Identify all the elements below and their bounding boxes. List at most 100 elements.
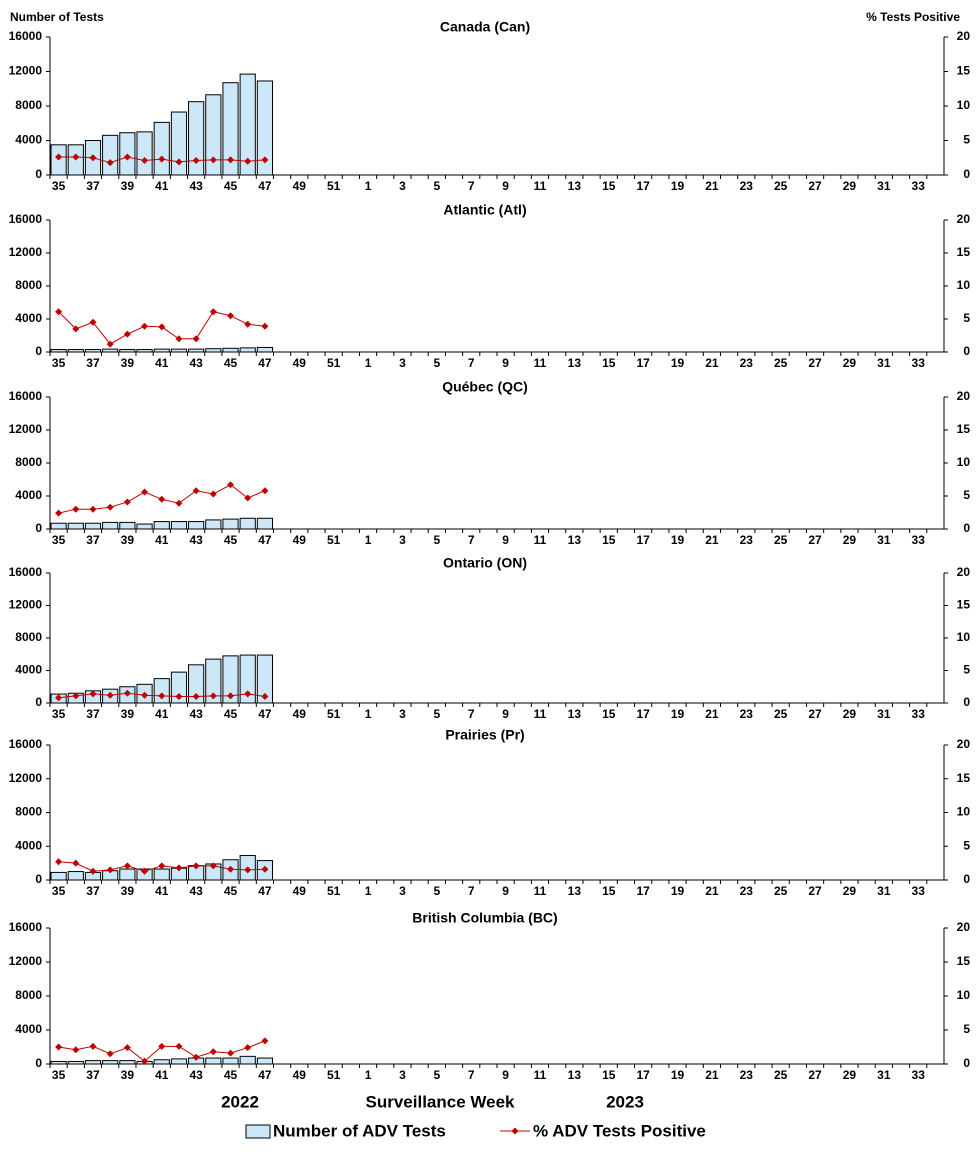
x-tick-label: 23	[740, 356, 754, 370]
x-tick-label: 29	[843, 1068, 857, 1082]
x-tick-label: 7	[468, 356, 475, 370]
x-tick-label: 43	[189, 884, 203, 898]
y-tick-label: 4000	[15, 663, 42, 677]
x-tick-label: 37	[86, 179, 100, 193]
x-tick-label: 19	[671, 1068, 685, 1082]
bar	[170, 521, 188, 530]
x-tick-label: 23	[740, 707, 754, 721]
bar	[239, 347, 256, 353]
point	[72, 325, 80, 333]
point	[209, 156, 217, 164]
x-tick-label: 3	[399, 884, 406, 898]
bar	[205, 519, 222, 530]
x-tick-label: 11	[534, 179, 547, 193]
point	[209, 1048, 217, 1056]
y2-tick-label: 15	[957, 954, 971, 968]
x-tick-label: 33	[912, 1068, 926, 1082]
bar	[50, 871, 67, 881]
y-tick-label: 4000	[15, 311, 42, 325]
x-tick-label: 15	[602, 179, 616, 193]
y-tick-label: 0	[35, 695, 42, 709]
x-tick-label: 13	[568, 884, 582, 898]
point	[175, 335, 183, 343]
x-tick-label: 7	[468, 179, 475, 193]
point	[72, 153, 80, 161]
y2-tick-label: 0	[963, 1056, 970, 1070]
point	[72, 505, 80, 513]
point	[158, 1042, 166, 1050]
bar	[50, 349, 67, 353]
point	[89, 690, 97, 698]
point	[261, 693, 269, 700]
x-tick-label: 13	[568, 1068, 582, 1082]
x-tick-label: 13	[568, 356, 582, 370]
x-tick-label: 31	[877, 1068, 891, 1082]
point	[106, 691, 114, 699]
x-tick-label: 1	[365, 179, 372, 193]
bar	[102, 521, 119, 530]
y2-tick-label: 0	[963, 695, 970, 709]
x-tick-label: 17	[636, 884, 650, 898]
x-tick-label: 29	[843, 356, 857, 370]
y2-tick-label: 15	[957, 245, 971, 259]
panel-title: Atlantic (Atl)	[443, 202, 526, 218]
x-tick-label: 49	[293, 533, 307, 547]
x-tick-label: 3	[399, 179, 406, 193]
year-label: 2022	[221, 1092, 259, 1111]
y2-tick-label: 10	[957, 988, 971, 1002]
bar	[136, 523, 153, 530]
x-tick-label: 23	[740, 1068, 754, 1082]
bar	[153, 348, 170, 353]
x-tick-label: 45	[224, 884, 238, 898]
x-tick-label: 21	[705, 179, 719, 193]
y-tick-label: 12000	[9, 771, 43, 785]
x-tick-label: 9	[502, 884, 509, 898]
y2-tick-label: 5	[963, 133, 970, 147]
bar	[170, 671, 188, 704]
x-tick-label: 35	[52, 707, 66, 721]
x-tick-label: 7	[468, 707, 475, 721]
y-tick-label: 4000	[15, 133, 42, 147]
point	[192, 157, 200, 165]
point	[106, 340, 114, 348]
x-tick-label: 5	[433, 179, 440, 193]
x-tick-label: 49	[293, 1068, 307, 1082]
point	[141, 157, 149, 165]
point	[141, 488, 149, 496]
panel-title: British Columbia (BC)	[412, 910, 557, 926]
x-tick-label: 27	[808, 884, 822, 898]
y-tick-label: 8000	[15, 630, 42, 644]
x-tick-label: 47	[258, 707, 272, 721]
x-tick-label: 11	[534, 356, 547, 370]
point	[244, 494, 252, 502]
point	[227, 865, 235, 873]
bar	[170, 1058, 188, 1065]
bar	[239, 1055, 256, 1065]
y-tick-label: 16000	[9, 212, 43, 226]
bar	[256, 80, 273, 176]
x-tick-label: 43	[189, 1068, 203, 1082]
point	[123, 498, 131, 506]
point	[158, 155, 166, 163]
x-tick-label: 29	[843, 533, 857, 547]
x-tick-label: 47	[258, 533, 272, 547]
y-tick-label: 0	[35, 872, 42, 886]
x-tick-label: 19	[671, 356, 685, 370]
panel-title: Prairies (Pr)	[445, 727, 524, 743]
x-tick-label: 27	[808, 356, 822, 370]
x-tick-label: 9	[502, 533, 509, 547]
bar	[102, 1060, 119, 1065]
point	[158, 495, 166, 503]
x-tick-label: 45	[224, 1068, 238, 1082]
y2-tick-label: 5	[963, 838, 970, 852]
y2-tick-label: 10	[957, 455, 971, 469]
x-tick-label: 17	[636, 533, 650, 547]
bar	[239, 73, 256, 176]
y2-tick-label: 20	[957, 565, 971, 579]
x-tick-label: 39	[121, 356, 135, 370]
y-tick-label: 16000	[9, 920, 43, 934]
x-tick-label: 27	[808, 1068, 822, 1082]
bar	[170, 348, 188, 353]
x-tick-label: 17	[636, 179, 650, 193]
point	[141, 691, 149, 699]
